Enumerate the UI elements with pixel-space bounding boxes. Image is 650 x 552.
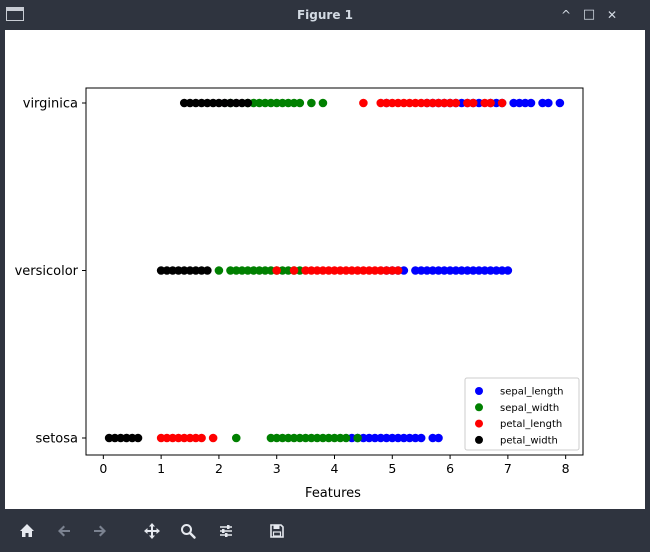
point-sepal-width-setosa xyxy=(231,433,241,443)
point-sepal-length-virginica xyxy=(526,98,536,108)
y-tick-label-versicolor: versicolor xyxy=(15,264,79,279)
point-sepal-width-virginica xyxy=(295,98,305,108)
legend-marker-petal-length xyxy=(475,419,483,428)
point-petal-length-versicolor xyxy=(289,266,299,275)
legend-label-petal-width: petal_width xyxy=(500,435,558,446)
legend-marker-sepal-length xyxy=(475,387,483,395)
series-petal-length xyxy=(156,98,507,443)
x-tick-label-3: 3 xyxy=(273,461,281,476)
pan-button[interactable] xyxy=(140,519,164,543)
point-petal-length-setosa xyxy=(208,433,218,443)
point-petal-length-versicolor xyxy=(272,266,282,275)
y-tick-label-setosa: setosa xyxy=(35,432,78,447)
x-tick-label-2: 2 xyxy=(215,461,223,476)
legend-label-sepal-width: sepal_width xyxy=(500,403,559,414)
point-petal-length-setosa xyxy=(197,433,206,443)
legend-box xyxy=(464,377,580,451)
x-tick-label-7: 7 xyxy=(504,461,512,476)
point-petal-length-virginica xyxy=(486,98,495,108)
minimize-button[interactable]: ^ xyxy=(560,8,572,22)
figure-canvas: setosa versicolor virginica 0 1 2 3 4 5 6 7 8 Feat… xyxy=(5,30,645,509)
legend: sepal_length sepal_width petal_lengthpetal… xyxy=(464,377,580,451)
forward-arrow-icon xyxy=(94,525,106,537)
point-petal-width-versicolor xyxy=(203,266,212,275)
x-axis-label: Features xyxy=(305,486,361,501)
save-button[interactable] xyxy=(265,519,289,543)
point-petal-length-virginica xyxy=(468,98,478,108)
point-sepal-width-virginica xyxy=(318,98,328,108)
zoom-button[interactable] xyxy=(176,519,200,543)
point-sepal-width-setosa xyxy=(353,433,362,443)
x-tick-label-4: 4 xyxy=(331,461,339,476)
point-sepal-width-versicolor xyxy=(214,266,224,275)
point-petal-length-versicolor xyxy=(393,266,403,275)
x-tick-label-0: 0 xyxy=(99,461,107,476)
back-arrow-icon xyxy=(58,525,70,537)
close-button[interactable]: ✕ xyxy=(606,8,618,22)
maximize-button[interactable]: □ xyxy=(582,7,596,22)
point-sepal-length-virginica xyxy=(544,98,553,108)
point-sepal-length-setosa xyxy=(434,433,443,443)
point-petal-length-virginica xyxy=(359,98,368,108)
pan-icon xyxy=(144,523,160,539)
zoom-icon xyxy=(181,524,196,539)
home-button[interactable] xyxy=(15,519,39,543)
legend-label-petal-length: petal_length xyxy=(500,419,562,430)
back-button[interactable] xyxy=(52,519,76,543)
save-icon xyxy=(270,524,284,538)
home-icon xyxy=(20,524,34,537)
x-tick-label-6: 6 xyxy=(446,461,454,476)
point-sepal-length-versicolor xyxy=(503,266,513,275)
configure-subplots-button[interactable] xyxy=(214,519,238,543)
point-petal-length-virginica xyxy=(497,98,507,108)
point-sepal-length-setosa xyxy=(416,433,426,443)
x-tick-label-1: 1 xyxy=(157,461,165,476)
point-sepal-width-setosa xyxy=(341,433,351,443)
window-icon xyxy=(6,7,24,21)
navigation-toolbar xyxy=(0,509,650,552)
scatter-chart: setosa versicolor virginica 0 1 2 3 4 5 6 7 8 Feat… xyxy=(15,87,584,501)
legend-label-sepal-length: sepal_length xyxy=(500,387,564,398)
configure-subplots-icon xyxy=(220,525,232,537)
point-petal-length-virginica xyxy=(451,98,461,108)
x-tick-label-8: 8 xyxy=(562,461,570,476)
forward-button[interactable] xyxy=(88,519,112,543)
point-sepal-length-virginica xyxy=(555,98,565,108)
title-bar[interactable]: Figure 1 ^ □ ✕ xyxy=(0,0,650,30)
legend-marker-petal-width xyxy=(475,435,483,444)
window-title: Figure 1 xyxy=(296,8,354,22)
point-petal-width-virginica xyxy=(243,98,253,108)
point-petal-width-setosa xyxy=(133,433,143,443)
x-tick-label-5: 5 xyxy=(388,461,396,476)
series-petal-width xyxy=(104,98,253,443)
legend-marker-sepal-width xyxy=(475,403,483,412)
point-sepal-width-virginica xyxy=(307,98,316,108)
y-tick-label-virginica: virginica xyxy=(23,97,78,112)
